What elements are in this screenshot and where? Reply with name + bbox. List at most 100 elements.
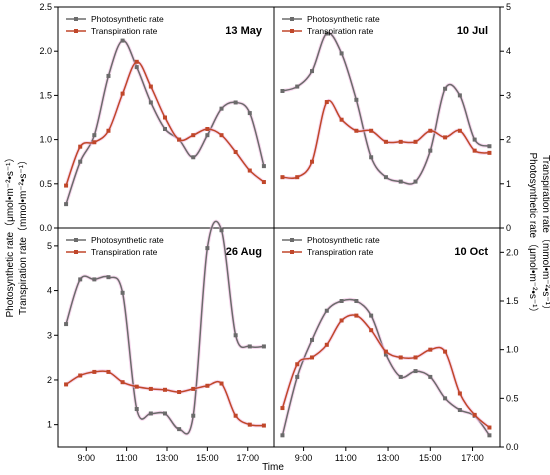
data-point (177, 137, 182, 142)
y-tick-label: 2.0 (506, 247, 519, 257)
data-point (295, 374, 300, 379)
data-point (134, 59, 139, 64)
panel-bottom-left: 1 2 3 4 5 9:00 11:00 13:00 15:00 17:00 Photosynthe… (47, 219, 275, 463)
y-tick-label: 4 (506, 46, 511, 56)
date-label: 13 May (225, 25, 263, 37)
y-tick-label: 0 (506, 223, 511, 233)
y-tick-label: 1 (506, 179, 511, 189)
data-point (92, 369, 97, 374)
x-tick-label: 15:00 (419, 453, 442, 463)
data-point (457, 93, 462, 98)
data-point (369, 155, 374, 160)
legend-marker (74, 29, 78, 33)
data-point (106, 369, 111, 374)
data-point (383, 139, 388, 144)
x-axis-title: Time (262, 462, 284, 473)
data-point (457, 408, 462, 413)
data-point (120, 38, 125, 43)
data-point (280, 88, 285, 93)
x-tick-label: 17:00 (236, 453, 259, 463)
x-tick-label: 9:00 (295, 453, 313, 463)
left-axis-title-2: Transpiration rate（mmol•m⁻²•s⁻¹） (17, 155, 29, 315)
data-point (247, 422, 252, 427)
data-point (92, 133, 97, 138)
chart-panels: 0.0 0.5 1.0 1.5 2.0 2.5 Photosynthetic rate Tra… (39, 2, 518, 463)
data-point (354, 313, 359, 318)
data-point (383, 175, 388, 180)
series-line-photosynthetic (281, 298, 491, 436)
data-point (487, 150, 492, 155)
data-point (205, 383, 210, 388)
date-label: 10 Jul (457, 25, 488, 37)
data-point (413, 355, 418, 360)
data-point (354, 97, 359, 102)
data-point (64, 183, 69, 188)
data-point (280, 175, 285, 180)
y-tick-label: 5 (506, 2, 511, 12)
y-tick-label: 1.0 (506, 345, 519, 355)
data-point (233, 149, 238, 154)
right-axis-title: Photosynthetic rate（μmol•m⁻²•s⁻¹） (527, 152, 539, 317)
y-tick-label: 2.5 (39, 2, 52, 12)
data-point (398, 374, 403, 379)
data-point (295, 362, 300, 367)
y-tick-label: 3 (506, 90, 511, 100)
data-point (339, 299, 344, 303)
series-line-transpiration (282, 99, 490, 180)
data-point (413, 179, 418, 184)
legend-label: Transpiration rate (307, 247, 374, 257)
series-halo (280, 98, 492, 181)
data-point (219, 381, 224, 386)
x-tick-label: 15:00 (196, 453, 219, 463)
data-point (413, 139, 418, 144)
y-tick-label: 5 (47, 241, 52, 251)
data-point (191, 386, 196, 391)
data-point (219, 133, 224, 138)
data-point (428, 374, 433, 379)
data-point (78, 159, 83, 164)
data-point (310, 337, 315, 342)
y-tick-label: 0.5 (506, 393, 519, 403)
data-point (162, 126, 167, 131)
series-halo (280, 297, 492, 438)
data-point (177, 427, 182, 432)
legend-label: Photosynthetic rate (91, 235, 164, 245)
legend-label: Transpiration rate (91, 26, 158, 36)
y-tick-label: 2 (47, 375, 52, 385)
data-point (261, 164, 266, 169)
data-point (443, 349, 448, 354)
data-point (261, 180, 266, 185)
data-point (64, 322, 69, 327)
data-point (148, 411, 153, 416)
data-point (487, 433, 492, 438)
data-point (324, 308, 329, 313)
data-point (162, 115, 167, 120)
data-point (120, 380, 125, 385)
data-point (398, 355, 403, 360)
legend-marker (290, 29, 294, 33)
series-line-photosynthetic (65, 220, 264, 435)
panel-frame (273, 227, 501, 448)
x-tick-label: 17:00 (461, 453, 484, 463)
data-point (134, 65, 139, 70)
data-point (78, 277, 83, 282)
legend-marker (74, 238, 78, 242)
data-point (354, 299, 359, 303)
legend-marker (290, 238, 294, 242)
y-tick-label: 4 (47, 286, 52, 296)
date-label: 26 Aug (226, 246, 262, 258)
data-point (191, 133, 196, 138)
data-point (443, 86, 448, 91)
data-point (205, 126, 210, 131)
data-point (457, 128, 462, 133)
data-point (398, 179, 403, 184)
data-point (92, 277, 97, 282)
data-point (162, 411, 167, 416)
data-point (106, 73, 111, 78)
data-point (295, 84, 300, 89)
legend-marker (290, 250, 294, 254)
series-halo (64, 38, 266, 206)
legend-marker (74, 17, 78, 21)
date-label: 10 Oct (454, 246, 488, 258)
data-point (339, 51, 344, 56)
